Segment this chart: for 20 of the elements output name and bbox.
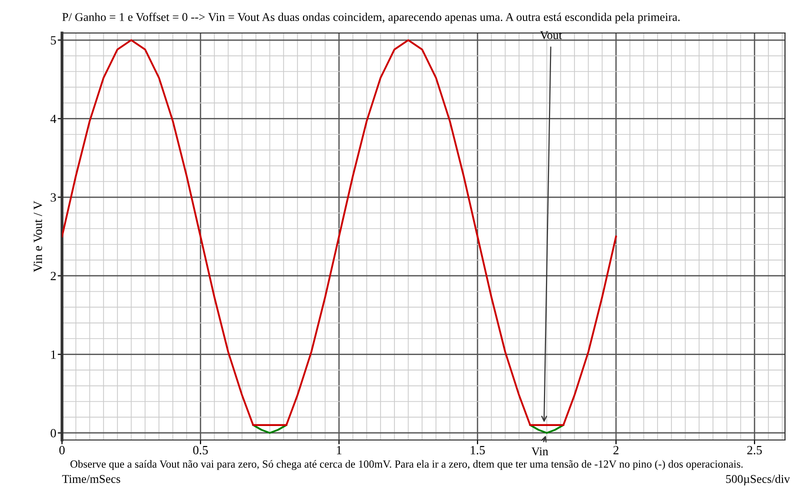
y-axis-title: Vin e Vout / V [34, 200, 42, 272]
x-tick-label: 1 [336, 446, 342, 454]
chart-title: P/ Ganho = 1 e Voffset = 0 --> Vin = Vout As duas ondas coincidem, aparecendo apenas uma. A outra está escondida pela primeira. [62, 12, 680, 24]
x-tick-label: 0.5 [193, 446, 208, 454]
annotation: Vout [540, 31, 562, 40]
annotation: Vin [531, 447, 548, 456]
x-tick-label: 1.5 [470, 446, 485, 454]
x-tick-label: 2 [613, 446, 618, 454]
y-tick-label: 1 [51, 350, 56, 359]
text: 500µSecs/div [726, 474, 790, 486]
y-tick-label: 2 [50, 272, 56, 280]
x-tick-label: 2.5 [747, 446, 762, 454]
x-axis-title: Time/mSecs [62, 475, 120, 483]
y-tick-label: 5 [50, 36, 56, 45]
y-tick-label: 0 [50, 428, 56, 438]
line-series [62, 39, 617, 426]
x-tick-label: 0 [59, 446, 65, 454]
text: Observe que a saída Vout não vai para zero, Só chega até cerca de 100mV. Para ela ir a zero, dtem que ter uma tensão de -12V no pino (-) dos operacionais. [70, 460, 743, 470]
y-tick-label: 4 [50, 114, 56, 123]
y-tick-label: 3 [50, 193, 56, 202]
